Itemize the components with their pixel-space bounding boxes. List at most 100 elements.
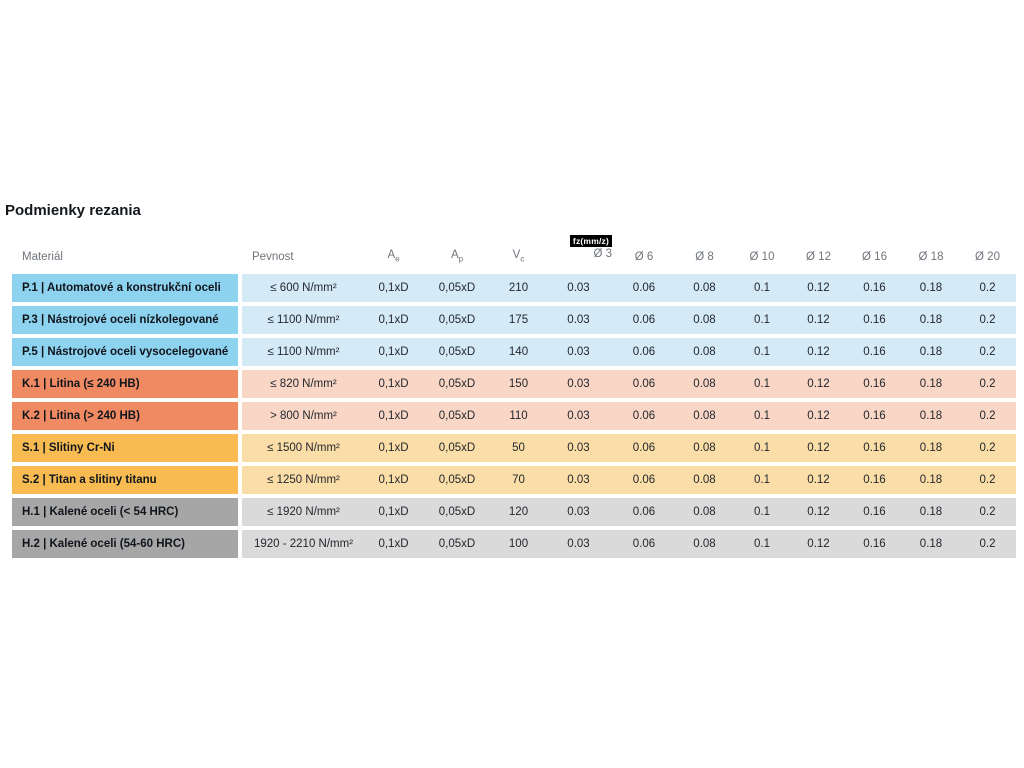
material-cell: P.1 | Automatové a konstrukční oceli	[12, 274, 238, 302]
fz-cell: 0.12	[791, 370, 846, 398]
fz-cell: 0.12	[791, 434, 846, 462]
fz-cell: 0.16	[846, 466, 903, 494]
fz-cell: 0.06	[612, 498, 676, 526]
page-title: Podmienky rezania	[5, 202, 141, 219]
material-cell: H.2 | Kalené oceli (54-60 HRC)	[12, 530, 238, 558]
column-header-d16: Ø 16	[862, 251, 887, 263]
column-header-vc: Vc	[512, 248, 525, 263]
fz-cell: 0.08	[676, 274, 733, 302]
material-cell: P.5 | Nástrojové oceli vysocelegované	[12, 338, 238, 366]
ap-cell: 0,05xD	[422, 370, 492, 398]
column-header-d3: fz(mm/z) Ø 3	[545, 232, 612, 266]
pevnost-cell: ≤ 1250 N/mm²	[242, 466, 365, 494]
column-header-ap: Ap	[450, 248, 464, 263]
fz-cell: 0.08	[676, 466, 733, 494]
pevnost-cell: ≤ 1500 N/mm²	[242, 434, 365, 462]
fz-cell: 0.16	[846, 402, 903, 430]
fz-cell: 0.03	[545, 402, 612, 430]
column-header-d12: Ø 12	[806, 251, 831, 263]
fz-cell: 0.18	[903, 338, 959, 366]
fz-cell: 0.03	[545, 306, 612, 334]
ae-cell: 0,1xD	[365, 498, 422, 526]
pevnost-cell: 1920 - 2210 N/mm²	[242, 530, 365, 558]
fz-cell: 0.2	[959, 434, 1016, 462]
fz-cell: 0.16	[846, 370, 903, 398]
ae-cell: 0,1xD	[365, 466, 422, 494]
pevnost-cell: > 800 N/mm²	[242, 402, 365, 430]
fz-cell: 0.16	[846, 274, 903, 302]
fz-cell: 0.08	[676, 498, 733, 526]
fz-cell: 0.16	[846, 434, 903, 462]
ae-cell: 0,1xD	[365, 530, 422, 558]
fz-cell: 0.06	[612, 434, 676, 462]
ae-cell: 0,1xD	[365, 274, 422, 302]
material-cell: K.1 | Litina (≤ 240 HB)	[12, 370, 238, 398]
fz-cell: 0.06	[612, 370, 676, 398]
material-cell: H.1 | Kalené oceli (< 54 HRC)	[12, 498, 238, 526]
fz-cell: 0.1	[733, 466, 791, 494]
fz-cell: 0.18	[903, 434, 959, 462]
fz-cell: 0.2	[959, 530, 1016, 558]
table-row: P.1 | Automatové a konstrukční oceli ≤ 6…	[12, 274, 1016, 302]
fz-cell: 0.08	[676, 306, 733, 334]
ap-cell: 0,05xD	[422, 402, 492, 430]
column-header-d8: Ø 8	[695, 251, 714, 263]
ap-cell: 0,05xD	[422, 434, 492, 462]
fz-cell: 0.06	[612, 338, 676, 366]
fz-cell: 0.18	[903, 274, 959, 302]
table-row: K.2 | Litina (> 240 HB) > 800 N/mm² 0,1x…	[12, 402, 1016, 430]
ap-cell: 0,05xD	[422, 466, 492, 494]
fz-cell: 0.12	[791, 498, 846, 526]
ae-cell: 0,1xD	[365, 434, 422, 462]
fz-cell: 0.2	[959, 498, 1016, 526]
vc-cell: 175	[492, 306, 545, 334]
table-row: S.2 | Titan a slitiny titanu ≤ 1250 N/mm…	[12, 466, 1016, 494]
vc-cell: 120	[492, 498, 545, 526]
fz-cell: 0.06	[612, 530, 676, 558]
fz-cell: 0.2	[959, 370, 1016, 398]
fz-cell: 0.08	[676, 434, 733, 462]
fz-cell: 0.2	[959, 274, 1016, 302]
fz-cell: 0.16	[846, 306, 903, 334]
fz-cell: 0.08	[676, 402, 733, 430]
fz-cell: 0.12	[791, 466, 846, 494]
fz-cell: 0.03	[545, 530, 612, 558]
fz-cell: 0.18	[903, 498, 959, 526]
column-header-material: Materiál	[22, 251, 63, 263]
ae-cell: 0,1xD	[365, 338, 422, 366]
ap-cell: 0,05xD	[422, 274, 492, 302]
fz-unit-badge: fz(mm/z)	[569, 234, 612, 248]
fz-cell: 0.08	[676, 370, 733, 398]
column-header-d6: Ø 6	[634, 251, 654, 263]
ae-cell: 0,1xD	[365, 402, 422, 430]
fz-cell: 0.2	[959, 306, 1016, 334]
table-row: H.2 | Kalené oceli (54-60 HRC) 1920 - 22…	[12, 530, 1016, 558]
pevnost-cell: ≤ 1100 N/mm²	[242, 306, 365, 334]
fz-cell: 0.03	[545, 338, 612, 366]
fz-cell: 0.06	[612, 402, 676, 430]
fz-cell: 0.2	[959, 466, 1016, 494]
pevnost-cell: ≤ 820 N/mm²	[242, 370, 365, 398]
table-row: H.1 | Kalené oceli (< 54 HRC) ≤ 1920 N/m…	[12, 498, 1016, 526]
table-row: P.3 | Nástrojové oceli nízkolegované ≤ 1…	[12, 306, 1016, 334]
fz-cell: 0.16	[846, 338, 903, 366]
column-header-d20: Ø 20	[975, 251, 1000, 263]
ap-cell: 0,05xD	[422, 530, 492, 558]
material-cell: P.3 | Nástrojové oceli nízkolegované	[12, 306, 238, 334]
table-body: P.1 | Automatové a konstrukční oceli ≤ 6…	[12, 274, 1016, 558]
fz-cell: 0.06	[612, 306, 676, 334]
fz-cell: 0.18	[903, 466, 959, 494]
fz-cell: 0.12	[791, 274, 846, 302]
fz-cell: 0.1	[733, 530, 791, 558]
fz-cell: 0.12	[791, 338, 846, 366]
fz-cell: 0.12	[791, 306, 846, 334]
fz-cell: 0.16	[846, 530, 903, 558]
column-header-d18: Ø 18	[918, 251, 944, 263]
column-header-d10: Ø 10	[749, 251, 775, 263]
fz-cell: 0.18	[903, 530, 959, 558]
material-cell: S.2 | Titan a slitiny titanu	[12, 466, 238, 494]
pevnost-cell: ≤ 1100 N/mm²	[242, 338, 365, 366]
material-cell: S.1 | Slitiny Cr-Ni	[12, 434, 238, 462]
fz-cell: 0.2	[959, 338, 1016, 366]
